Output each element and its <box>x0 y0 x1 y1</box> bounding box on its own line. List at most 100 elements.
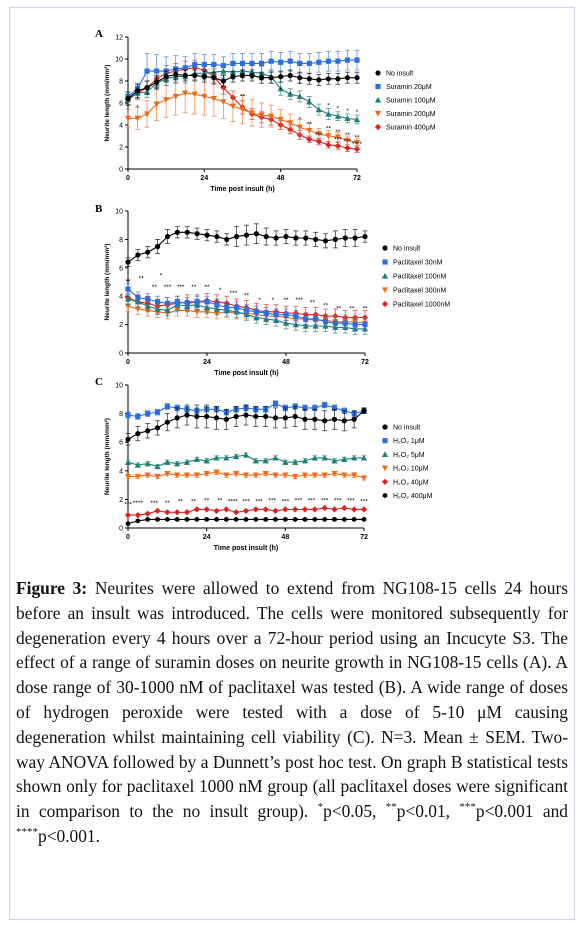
data-point <box>342 320 348 326</box>
legend-marker <box>375 83 381 90</box>
data-point <box>134 512 141 519</box>
data-point <box>334 134 342 141</box>
data-point <box>214 233 220 240</box>
data-point <box>213 415 220 421</box>
sig-annotation: *** <box>124 502 132 509</box>
data-point <box>341 472 348 479</box>
sig-annotation: ** <box>323 303 329 310</box>
data-point <box>134 115 141 122</box>
x-tick-label: 72 <box>353 175 361 182</box>
legend-marker <box>381 478 389 485</box>
data-point <box>344 75 351 81</box>
sig-0-stars: * <box>317 801 324 814</box>
data-point <box>311 472 318 479</box>
data-point <box>252 506 259 513</box>
data-point <box>268 58 274 64</box>
data-point <box>306 76 312 82</box>
panel-label: A <box>95 28 103 40</box>
sig-annotation: ** <box>139 276 145 283</box>
data-point <box>193 456 200 462</box>
data-point <box>313 316 319 322</box>
data-point <box>322 319 329 325</box>
data-point <box>174 460 181 467</box>
sig-0: *p<0.05, <box>318 801 377 821</box>
data-point <box>282 320 290 326</box>
data-point <box>353 140 361 146</box>
x-tick-label: 48 <box>282 359 290 366</box>
data-point <box>278 74 284 80</box>
data-point <box>292 473 299 480</box>
data-point <box>201 74 207 80</box>
sig-annotation: ** <box>178 499 184 506</box>
data-point <box>223 472 230 479</box>
data-point <box>302 322 309 329</box>
data-point <box>210 96 217 102</box>
sig-annotation: * <box>298 82 301 89</box>
sig-annotation: *** <box>360 499 368 506</box>
data-point <box>154 463 161 470</box>
data-point <box>360 454 368 461</box>
sig-2-stars: *** <box>459 801 476 814</box>
data-point <box>344 57 351 63</box>
data-point <box>213 507 220 514</box>
data-point <box>143 111 151 118</box>
y-tick-label: 6 <box>119 101 123 108</box>
data-point <box>164 471 171 477</box>
data-point <box>174 415 180 421</box>
legend-label: Paclitaxel 100nM <box>393 274 446 281</box>
data-point <box>234 304 240 311</box>
data-point <box>125 412 131 418</box>
sig-annotation: **** <box>228 499 239 506</box>
data-point <box>252 472 259 479</box>
data-point <box>315 138 322 145</box>
data-point <box>296 93 303 99</box>
data-point <box>297 60 303 66</box>
data-point <box>302 405 308 411</box>
data-point <box>233 509 240 516</box>
data-point <box>353 146 361 153</box>
legend-label: No insult <box>386 71 413 78</box>
data-point <box>164 307 171 313</box>
sig-annotation: * <box>308 98 311 105</box>
data-point <box>201 61 207 68</box>
data-point <box>124 512 132 519</box>
legend-label: H₂O₂ 400μM <box>393 493 433 500</box>
data-point <box>273 312 279 318</box>
data-point <box>184 516 190 522</box>
data-point <box>292 459 299 465</box>
data-point <box>303 316 309 322</box>
y-tick-label: 8 <box>119 411 123 418</box>
data-point <box>312 516 318 522</box>
data-point <box>332 516 337 522</box>
data-point <box>174 299 180 305</box>
data-point <box>243 516 249 522</box>
data-point <box>182 90 189 97</box>
sig-annotation: *** <box>344 139 352 146</box>
data-point <box>322 238 329 244</box>
data-point <box>351 516 357 522</box>
data-point <box>125 259 131 265</box>
data-point <box>163 74 169 80</box>
legend-marker <box>374 96 382 103</box>
data-point <box>344 145 351 152</box>
x-tick-label: 72 <box>361 359 369 366</box>
data-point <box>192 61 198 68</box>
data-point <box>184 229 190 235</box>
sig-1-stars: ** <box>385 801 397 814</box>
data-point <box>204 413 210 420</box>
series <box>124 72 361 148</box>
sig-annotation: * <box>232 77 235 84</box>
sig-3-text: p<0.001. <box>38 825 100 846</box>
data-point <box>174 229 180 235</box>
data-point <box>164 509 171 516</box>
legend-marker <box>381 465 389 472</box>
caption-text: Neurites were allowed to extend from NG1… <box>16 578 569 822</box>
sig-annotation: *** <box>347 497 355 504</box>
data-point <box>144 303 151 309</box>
data-point <box>155 299 161 305</box>
legend-marker <box>382 259 388 265</box>
data-point <box>342 516 347 522</box>
data-point <box>164 300 171 306</box>
data-point <box>145 296 151 302</box>
sig-annotation: ** <box>310 300 316 307</box>
